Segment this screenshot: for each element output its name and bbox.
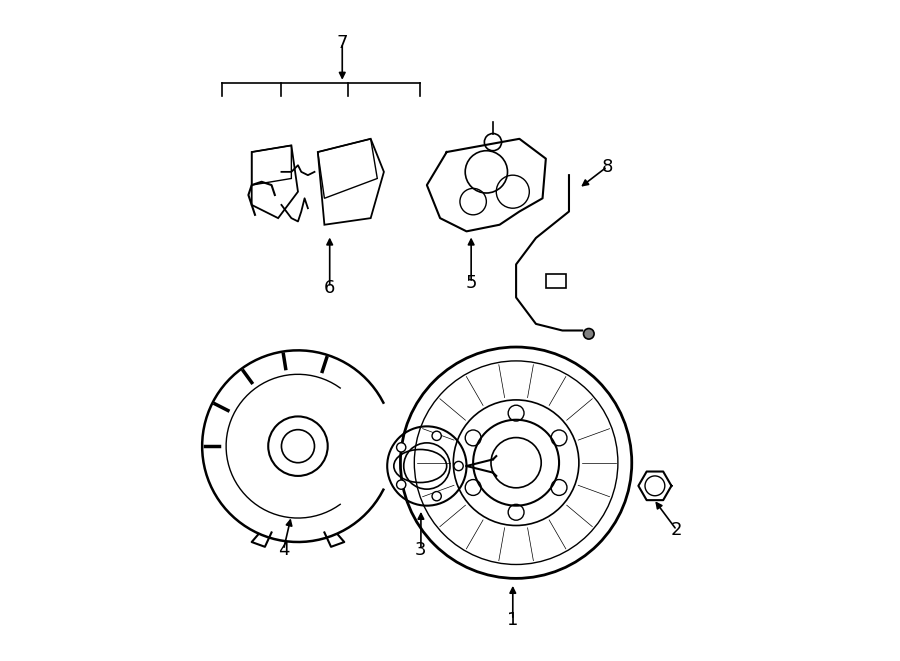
Text: 5: 5 xyxy=(465,274,477,292)
Text: 4: 4 xyxy=(278,541,289,559)
Text: 6: 6 xyxy=(324,278,336,297)
Polygon shape xyxy=(427,139,545,231)
Circle shape xyxy=(432,431,441,440)
Circle shape xyxy=(397,443,406,452)
Circle shape xyxy=(432,492,441,501)
Circle shape xyxy=(583,329,594,339)
Circle shape xyxy=(454,461,464,471)
Text: 8: 8 xyxy=(601,157,613,176)
FancyBboxPatch shape xyxy=(545,274,566,288)
Text: 2: 2 xyxy=(671,521,682,539)
Polygon shape xyxy=(638,471,671,500)
Text: 3: 3 xyxy=(415,541,427,559)
Text: 7: 7 xyxy=(337,34,348,52)
Circle shape xyxy=(397,480,406,489)
Text: 1: 1 xyxy=(507,611,518,629)
